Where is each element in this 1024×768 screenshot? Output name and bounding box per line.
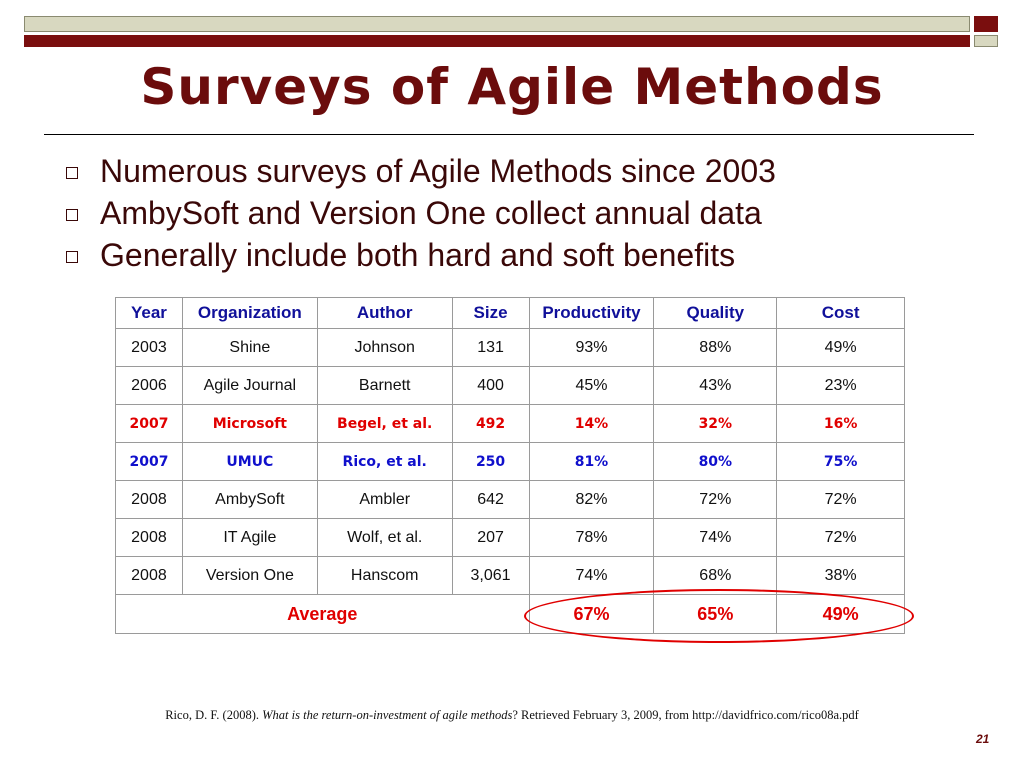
citation-suffix: ? Retrieved February 3, 2009, from http:…	[512, 708, 859, 722]
cell-cost: 16%	[776, 404, 905, 443]
header-cost: Cost	[776, 297, 905, 329]
cell-author: Begel, et al.	[316, 404, 453, 443]
corner-decor-dark	[974, 16, 998, 32]
header-size: Size	[451, 297, 530, 329]
bullet-text: Generally include both hard and soft ben…	[100, 236, 736, 273]
bullet-item: Generally include both hard and soft ben…	[66, 234, 776, 276]
table-row: 2008 IT Agile Wolf, et al. 207 78% 74% 7…	[115, 518, 905, 557]
cell-organization: IT Agile	[181, 518, 318, 557]
page-number: 21	[976, 732, 990, 746]
cell-productivity: 93%	[528, 328, 655, 367]
cell-size: 131	[451, 328, 530, 367]
cell-year: 2008	[115, 556, 183, 595]
header-quality: Quality	[653, 297, 778, 329]
header-year: Year	[115, 297, 183, 329]
citation: Rico, D. F. (2008). What is the return-o…	[0, 708, 1024, 723]
header-productivity: Productivity	[528, 297, 655, 329]
cell-organization: Version One	[181, 556, 318, 595]
cell-size: 207	[451, 518, 530, 557]
cell-quality: 32%	[653, 404, 778, 443]
cell-organization: Microsoft	[181, 404, 318, 443]
average-productivity: 67%	[528, 594, 655, 634]
cell-year: 2007	[115, 404, 183, 443]
table-header-row: Year Organization Author Size Productivi…	[115, 297, 905, 329]
citation-title: What is the return-on-investment of agil…	[262, 708, 513, 722]
survey-table: Year Organization Author Size Productivi…	[115, 297, 905, 634]
cell-size: 250	[451, 442, 530, 481]
table-row-highlight-blue: 2007 UMUC Rico, et al. 250 81% 80% 75%	[115, 442, 905, 481]
cell-organization: UMUC	[181, 442, 318, 481]
cell-quality: 43%	[653, 366, 778, 405]
cell-author: Ambler	[316, 480, 453, 519]
table-row-highlight-red: 2007 Microsoft Begel, et al. 492 14% 32%…	[115, 404, 905, 443]
header-author: Author	[316, 297, 453, 329]
cell-cost: 72%	[776, 518, 905, 557]
cell-size: 492	[451, 404, 530, 443]
slide-title: Surveys of Agile Methods	[140, 58, 884, 116]
table-row: 2003 Shine Johnson 131 93% 88% 49%	[115, 328, 905, 367]
cell-author: Johnson	[316, 328, 453, 367]
cell-productivity: 82%	[528, 480, 655, 519]
cell-year: 2006	[115, 366, 183, 405]
cell-quality: 80%	[653, 442, 778, 481]
average-cost: 49%	[776, 594, 905, 634]
cell-year: 2003	[115, 328, 183, 367]
cell-organization: Agile Journal	[181, 366, 318, 405]
cell-author: Wolf, et al.	[316, 518, 453, 557]
cell-author: Barnett	[316, 366, 453, 405]
corner-decor-light	[974, 35, 998, 47]
cell-organization: AmbySoft	[181, 480, 318, 519]
cell-quality: 72%	[653, 480, 778, 519]
cell-size: 642	[451, 480, 530, 519]
square-bullet-icon	[66, 167, 78, 179]
table-row: 2008 Version One Hanscom 3,061 74% 68% 3…	[115, 556, 905, 595]
cell-author: Rico, et al.	[316, 442, 453, 481]
cell-cost: 75%	[776, 442, 905, 481]
cell-cost: 23%	[776, 366, 905, 405]
bullet-text: AmbySoft and Version One collect annual …	[100, 194, 762, 231]
title-divider	[44, 134, 974, 135]
bullet-item: Numerous surveys of Agile Methods since …	[66, 150, 776, 192]
cell-cost: 72%	[776, 480, 905, 519]
bullet-text: Numerous surveys of Agile Methods since …	[100, 152, 776, 189]
cell-cost: 38%	[776, 556, 905, 595]
cell-author: Hanscom	[316, 556, 453, 595]
table-average-row: Average 67% 65% 49%	[115, 594, 905, 634]
cell-year: 2008	[115, 518, 183, 557]
cell-quality: 68%	[653, 556, 778, 595]
square-bullet-icon	[66, 209, 78, 221]
cell-quality: 88%	[653, 328, 778, 367]
table-row: 2008 AmbySoft Ambler 642 82% 72% 72%	[115, 480, 905, 519]
cell-productivity: 81%	[528, 442, 655, 481]
top-decor-bar-light	[24, 16, 970, 32]
cell-quality: 74%	[653, 518, 778, 557]
bullet-list: Numerous surveys of Agile Methods since …	[66, 150, 776, 276]
cell-productivity: 14%	[528, 404, 655, 443]
top-decor-bar-dark	[24, 35, 970, 47]
table-row: 2006 Agile Journal Barnett 400 45% 43% 2…	[115, 366, 905, 405]
citation-prefix: Rico, D. F. (2008).	[165, 708, 263, 722]
header-organization: Organization	[181, 297, 318, 329]
average-label: Average	[115, 594, 530, 634]
cell-productivity: 74%	[528, 556, 655, 595]
cell-productivity: 78%	[528, 518, 655, 557]
average-quality: 65%	[653, 594, 778, 634]
cell-productivity: 45%	[528, 366, 655, 405]
cell-cost: 49%	[776, 328, 905, 367]
bullet-item: AmbySoft and Version One collect annual …	[66, 192, 776, 234]
cell-size: 3,061	[451, 556, 530, 595]
square-bullet-icon	[66, 251, 78, 263]
cell-year: 2008	[115, 480, 183, 519]
cell-size: 400	[451, 366, 530, 405]
cell-organization: Shine	[181, 328, 318, 367]
cell-year: 2007	[115, 442, 183, 481]
